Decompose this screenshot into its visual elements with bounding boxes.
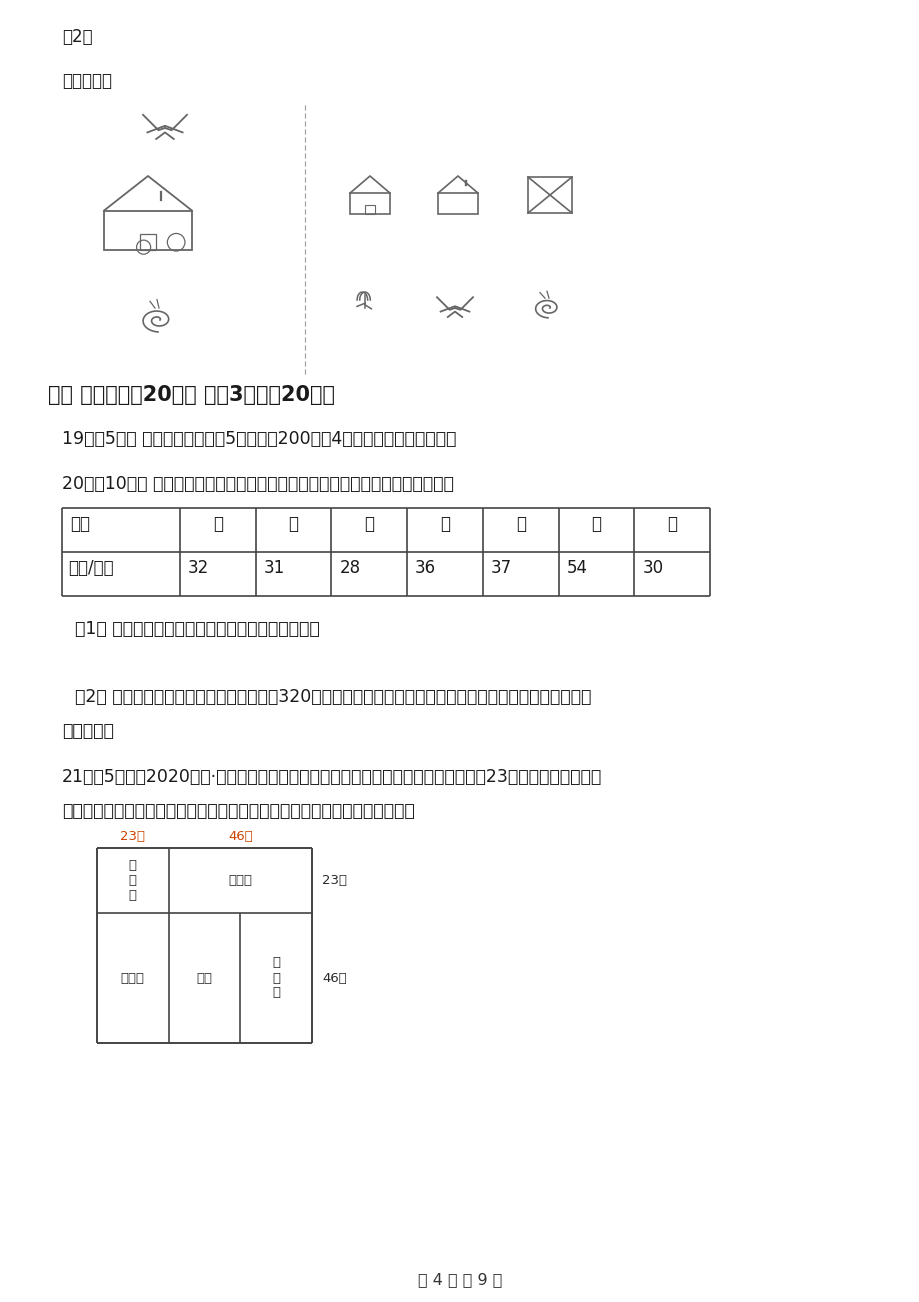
- Bar: [104, 211, 192, 250]
- Bar: [140, 233, 155, 250]
- Text: 数是多少？: 数是多少？: [62, 723, 114, 740]
- Text: 养鸡场: 养鸡场: [228, 874, 252, 887]
- Text: 二: 二: [289, 516, 299, 533]
- Text: 20．（10分） 奇思家买了辆小汽车，奇思连续记录了这一周每天行驶的里程数。: 20．（10分） 奇思家买了辆小汽车，奇思连续记录了这一周每天行驶的里程数。: [62, 475, 453, 493]
- Text: 23米: 23米: [120, 829, 145, 842]
- Text: 养
鸭
场: 养 鸭 场: [129, 859, 137, 902]
- Text: 养牛场: 养牛场: [120, 971, 144, 984]
- Text: 46米: 46米: [228, 829, 253, 842]
- Text: 连线匹配。: 连线匹配。: [62, 72, 112, 90]
- Bar: [528, 177, 572, 214]
- Text: 31: 31: [264, 559, 285, 577]
- Text: （1） 奇思家的小汽车这一周一共行驶了多少千米？: （1） 奇思家的小汽车这一周一共行驶了多少千米？: [75, 620, 320, 638]
- Text: 54: 54: [566, 559, 587, 577]
- Text: 六: 六: [591, 516, 601, 533]
- Text: 36: 36: [414, 559, 436, 577]
- Text: 30: 30: [641, 559, 663, 577]
- Text: 28: 28: [339, 559, 360, 577]
- Text: （2） 星期一早上出发时里程表上的读数是320千米，算一算，奇思家的小汽车星期日晚上到家时里程表的读: （2） 星期一早上出发时里程表上的读数是320千米，算一算，奇思家的小汽车星期日…: [75, 687, 591, 706]
- Text: 五: 五: [516, 516, 525, 533]
- Text: 四: 四: [439, 516, 449, 533]
- Text: 日: 日: [666, 516, 676, 533]
- Text: 水塘: 水塘: [197, 971, 212, 984]
- Text: 32: 32: [187, 559, 209, 577]
- Text: 里程/千米: 里程/千米: [68, 559, 114, 577]
- Text: 养
猪
场: 养 猪 场: [272, 957, 280, 1000]
- Text: 星期: 星期: [70, 516, 90, 533]
- Text: 21．（5分）（2020三上·余杭期末）下面是李爷爷的农场平面图，中间是一个边长为23米的正方形水塘。要: 21．（5分）（2020三上·余杭期末）下面是李爷爷的农场平面图，中间是一个边长…: [62, 768, 602, 786]
- Text: 23米: 23米: [322, 874, 346, 887]
- Text: 三: 三: [364, 516, 374, 533]
- Text: 六、 解决问题（20分） （共3题；共20分）: 六、 解决问题（20分） （共3题；共20分）: [48, 385, 335, 405]
- Text: 第 4 页 共 9 页: 第 4 页 共 9 页: [417, 1272, 502, 1286]
- Text: （2）: （2）: [62, 29, 93, 46]
- Bar: [365, 204, 375, 214]
- Text: 把每个饲养区都围上木栅栏，一共需要多长的栅栏？（水塘四周也要围栅栏）: 把每个饲养区都围上木栅栏，一共需要多长的栅栏？（水塘四周也要围栅栏）: [62, 802, 414, 820]
- Text: 46米: 46米: [322, 971, 346, 984]
- Bar: [349, 193, 390, 214]
- Bar: [437, 193, 478, 214]
- Text: 37: 37: [491, 559, 512, 577]
- Text: 一: 一: [212, 516, 222, 533]
- Text: 19．（5分） 每块地的小树苗有5行，每行200棵，4块地共有小树苗多少棵？: 19．（5分） 每块地的小树苗有5行，每行200棵，4块地共有小树苗多少棵？: [62, 430, 456, 448]
